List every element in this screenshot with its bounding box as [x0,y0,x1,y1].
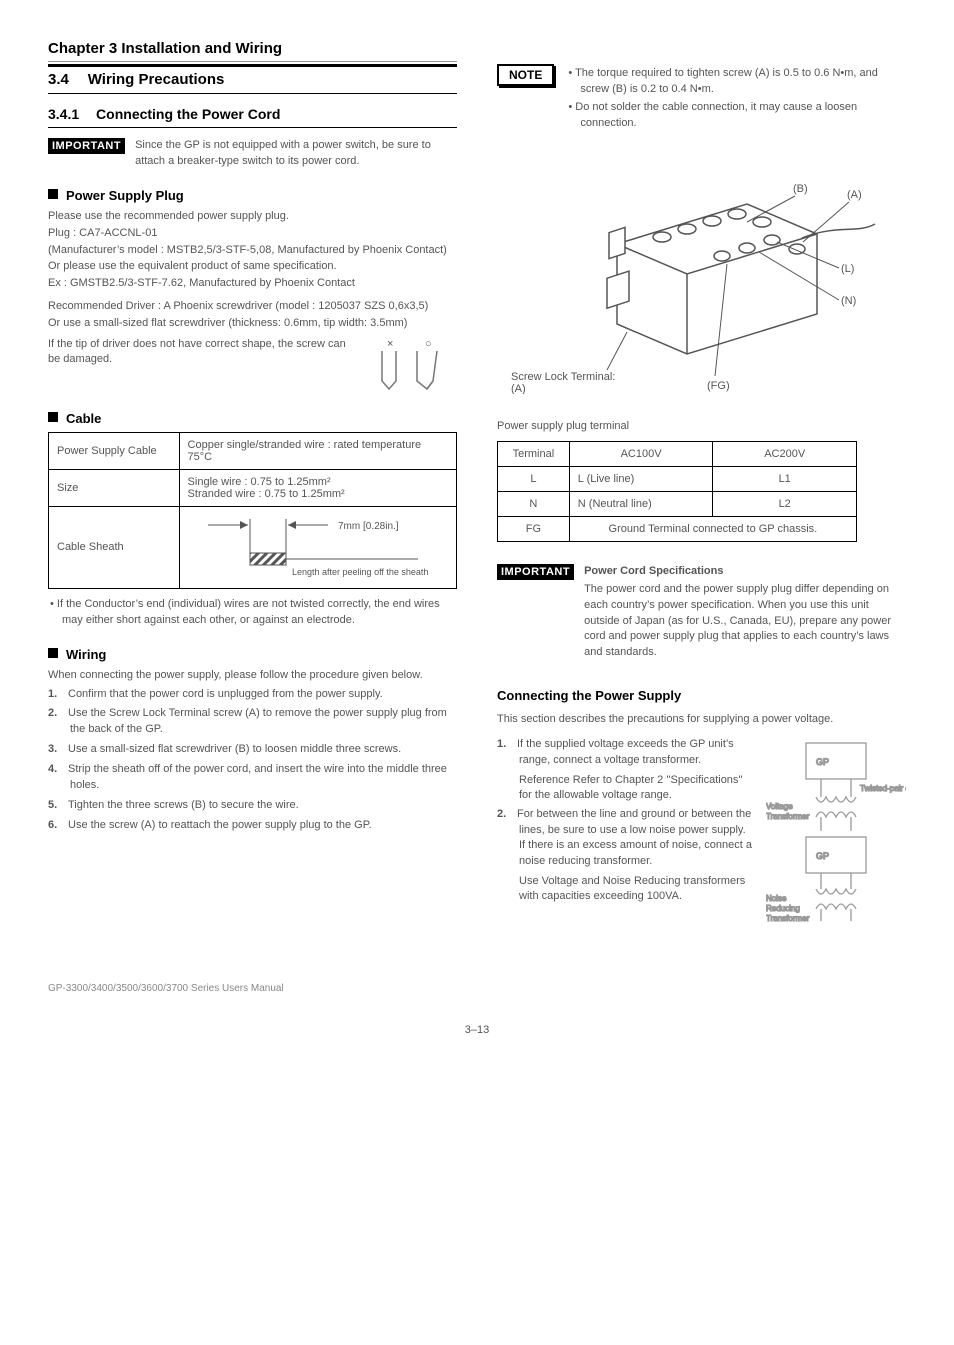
svg-text:(A): (A) [847,189,862,201]
step: 4.Strip the sheath off of the power cord… [48,762,457,794]
important2-text: The power cord and the power supply plug… [584,582,906,662]
step: 2.Use the Screw Lock Terminal screw (A) … [48,706,457,738]
prec-step: 1.If the supplied voltage exceeds the GP… [497,737,752,769]
powerplug-line: Ex : GMSTB2.5/3-STF-7.62, Manufactured b… [48,276,457,291]
terminal-table: Terminal AC100V AC200V L L (Live line) L… [497,441,857,542]
svg-text:Transformer: Transformer [766,914,810,923]
cable-note: If the Conductor’s end (individual) wire… [48,597,457,629]
svg-text:(L): (L) [841,263,854,275]
tip-warning: If the tip of driver does not have corre… [48,337,357,367]
svg-text:GP: GP [816,851,829,861]
powerplug-line: (Manufacturer’s model : MSTB2,5/3-STF-5,… [48,243,457,258]
wiring-intro: When connecting the power supply, please… [48,668,457,683]
step: 5.Tighten the three screws (B) to secure… [48,798,457,814]
step: 1.Confirm that the power cord is unplugg… [48,687,457,703]
table-cell-diagram: 7mm [0.28in.] Length after peeling off t… [179,506,456,588]
prec-note: Use Voltage and Noise Reducing transform… [497,874,752,904]
svg-text:(A): (A) [511,383,526,394]
important2-heading: Power Cord Specifications [584,564,906,580]
important-text: Since the GP is not equipped with a powe… [135,138,457,170]
powerplug-heading: Power Supply Plug [48,188,457,203]
svg-text:×: × [387,338,393,350]
wiring-heading: Wiring [48,647,457,662]
subsection-title: Connecting the Power Cord [96,106,280,122]
prec-step: 2.For between the line and ground or bet… [497,807,752,871]
powerplug-line: Plug : CA7-ACCNL-01 [48,226,457,241]
table-cell: Single wire : 0.75 to 1.25mm² Stranded w… [179,469,456,506]
svg-text:7mm [0.28in.]: 7mm [0.28in.] [338,521,399,532]
powerplug-line: Or please use the equivalent product of … [48,259,457,274]
cable-heading: Cable [48,411,457,426]
important-badge: IMPORTANT [48,138,125,154]
table-cell: Size [49,469,180,506]
cable-spec-table: Power Supply Cable Copper single/strande… [48,432,457,589]
transformer-diagram: GP Voltage Transformer Twisted-pair cord… [766,733,906,923]
chapter-heading: Chapter 3 Installation and Wiring [48,40,457,62]
screwdriver-tip: Or use a small-sized flat screwdriver (t… [48,316,457,331]
terminal-heading: Power supply plug terminal [497,419,906,435]
svg-text:○: ○ [425,338,432,350]
note-badge: NOTE [497,64,554,86]
step: 6.Use the screw (A) to reattach the powe… [48,818,457,834]
table-cell: Copper single/stranded wire : rated temp… [179,432,456,469]
svg-text:(N): (N) [841,295,856,307]
svg-text:Length after peeling off the s: Length after peeling off the sheath [292,567,428,577]
svg-text:Twisted-pair cord: Twisted-pair cord [860,784,906,793]
screwdriver-note: Recommended Driver : A Phoenix screwdriv… [48,299,457,314]
note-line: Do not solder the cable connection, it m… [566,100,906,132]
subsection-number: 3.4.1 [48,106,79,122]
plug-diagram: (B) (A) (L) (N) (FG) Screw Lock Terminal… [497,174,877,394]
svg-text:Noise: Noise [766,894,787,903]
powerplug-line: Please use the recommended power supply … [48,209,457,224]
svg-text:(FG): (FG) [707,380,730,392]
section-title: Wiring Precautions [88,71,225,88]
section-number: 3.4 [48,71,69,88]
svg-text:Voltage: Voltage [766,802,793,811]
svg-text:Screw Lock Terminal:: Screw Lock Terminal: [511,371,615,383]
driver-tip-diagram: × ○ [367,337,457,393]
page-number: 3–13 [48,1024,906,1036]
important-badge: IMPORTANT [497,564,574,580]
svg-text:Reducing: Reducing [766,904,800,913]
svg-text:(B): (B) [793,183,808,195]
table-cell: Cable Sheath [49,506,180,588]
footer: GP-3300/3400/3500/3600/3700 Series Users… [48,983,906,994]
prec-intro: This section describes the precautions f… [497,712,906,727]
prec-heading: Connecting the Power Supply [497,687,906,706]
prec-ref: Reference Refer to Chapter 2 ''Specifica… [497,773,752,803]
step: 3.Use a small-sized flat screwdriver (B)… [48,742,457,758]
svg-text:GP: GP [816,757,829,767]
note-line: The torque required to tighten screw (A)… [566,66,906,98]
svg-text:Transformer: Transformer [766,812,810,821]
table-cell: Power Supply Cable [49,432,180,469]
